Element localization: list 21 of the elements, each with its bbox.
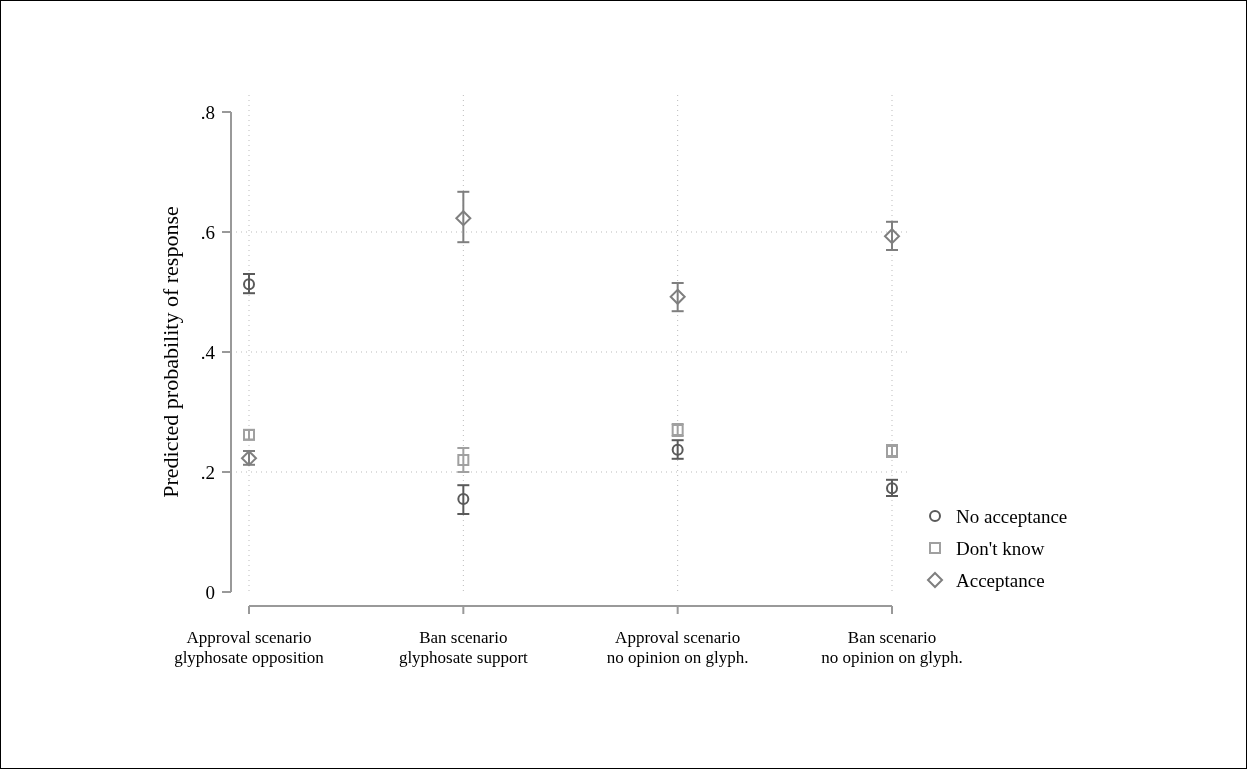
point [457,493,470,505]
legend-label: Acceptance [956,569,1045,591]
point [886,482,898,495]
y-tick-label: .8 [200,101,215,123]
y-tick-label: .4 [200,341,216,363]
point [457,454,470,466]
x-tick-label: Ban scenario glyphosate support [398,628,529,667]
y-axis-title: Predicted probability of response [158,206,183,498]
point [243,278,255,291]
point [671,443,684,456]
legend-label: Don't know [956,537,1045,559]
x-tick-label: Ban scenario no opinion on glyph. [821,628,963,667]
point [884,228,900,245]
point [455,210,472,227]
legend-label: No acceptance [956,505,1068,527]
y-tick-label: .6 [200,221,215,243]
y-tick-label: .2 [200,461,215,483]
x-tick-label: Approval scenario glyphosate opposition [174,628,325,667]
y-tick-label: 0 [205,581,215,603]
point [669,288,686,305]
x-tick-label: Approval scenario no opinion on glyph. [606,628,749,667]
